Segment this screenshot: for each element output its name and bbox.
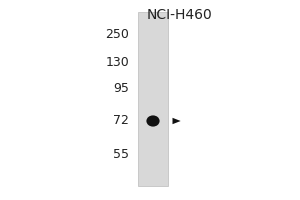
- Text: 72: 72: [113, 114, 129, 128]
- Text: NCI-H460: NCI-H460: [147, 8, 213, 22]
- Text: 95: 95: [113, 82, 129, 96]
- Text: 55: 55: [113, 148, 129, 160]
- Text: 250: 250: [105, 28, 129, 42]
- Polygon shape: [172, 118, 181, 124]
- Ellipse shape: [146, 115, 160, 127]
- Text: 130: 130: [105, 56, 129, 70]
- Bar: [138, 12, 168, 186]
